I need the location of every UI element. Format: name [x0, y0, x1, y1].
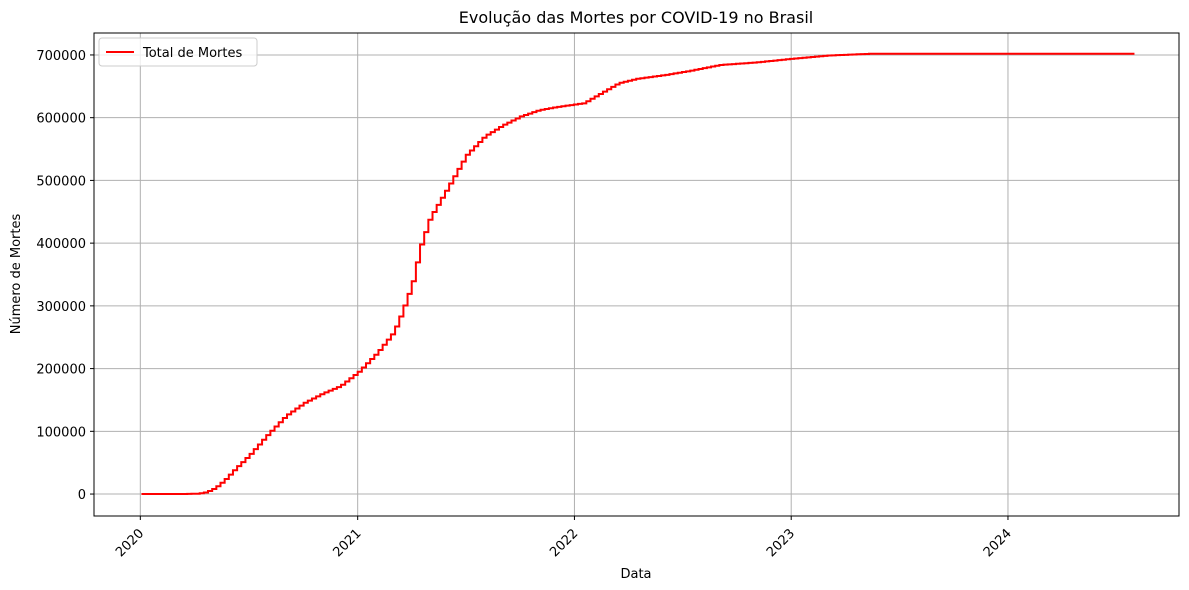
x-tick-label: 2020: [113, 526, 147, 560]
series-line-total-de-mortes: [141, 52, 1135, 496]
y-tick-label: 300000: [36, 300, 86, 315]
legend: Total de Mortes: [98, 37, 258, 67]
y-tick-label: 600000: [36, 112, 86, 127]
y-axis: 0 100000 200000 300000 400000 500000 600000 700…: [36, 49, 94, 503]
x-tick-label: 2022: [547, 526, 581, 560]
y-tick-label: 200000: [36, 363, 86, 378]
y-tick-label: 100000: [36, 425, 86, 440]
y-tick-label: 400000: [36, 237, 86, 252]
chart-title: Evolução das Mortes por COVID-19 no Bras…: [459, 8, 813, 27]
x-tick-label: 2021: [330, 526, 364, 560]
legend-box: [98, 37, 258, 67]
y-tick-label: 700000: [36, 49, 86, 64]
x-tick-label: 2023: [764, 526, 798, 560]
grid: [94, 33, 1179, 516]
legend-label: Total de Mortes: [142, 46, 242, 61]
x-axis-label: Data: [620, 567, 651, 582]
series-layer: [141, 52, 1135, 496]
x-axis: 2020 2021 2022 2023 2024: [113, 516, 1015, 560]
y-tick-label: 500000: [36, 174, 86, 189]
y-tick-label: 0: [78, 488, 86, 503]
plot-frame: [93, 32, 1180, 517]
y-axis-label: Número de Mortes: [9, 214, 24, 335]
x-tick-label: 2024: [981, 526, 1015, 560]
